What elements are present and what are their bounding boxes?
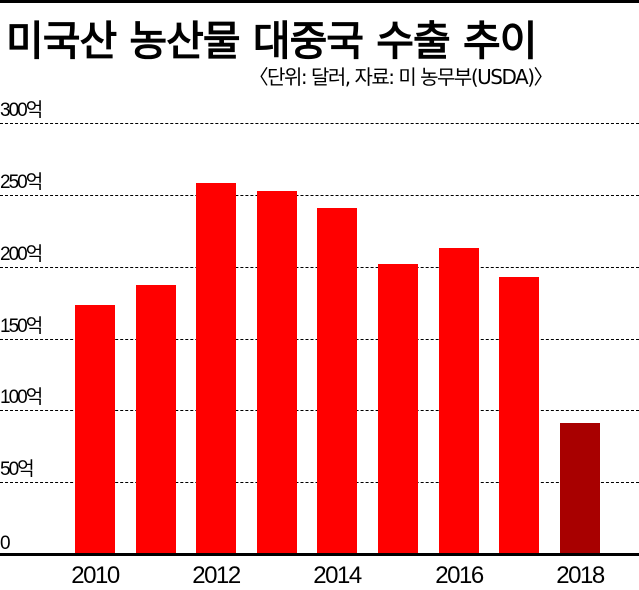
bar-2013	[257, 191, 297, 554]
top-rule	[0, 0, 639, 3]
gridline	[0, 123, 639, 124]
y-tick-label: 100억	[0, 387, 43, 408]
bar-2014	[317, 208, 357, 554]
bar-2016	[439, 248, 479, 554]
x-tick-label: 2012	[192, 562, 241, 589]
bar-2012	[196, 183, 236, 554]
bar-2011	[136, 285, 176, 554]
y-tick-label: 50억	[0, 459, 35, 480]
y-tick-label: 0	[0, 533, 10, 554]
bar-2018	[560, 423, 600, 554]
x-tick-label: 2010	[71, 562, 120, 589]
y-tick-label: 250억	[0, 172, 43, 193]
bar-2017	[499, 277, 539, 554]
bar-2010	[75, 305, 115, 554]
chart-title: 미국산 농산물 대중국 수출 추이	[6, 17, 537, 65]
x-axis-baseline	[0, 553, 639, 556]
x-tick-label: 2016	[435, 562, 484, 589]
gridline	[0, 195, 639, 196]
x-tick-label: 2014	[313, 562, 362, 589]
bar-2015	[378, 264, 418, 554]
y-tick-label: 150억	[0, 316, 43, 337]
y-tick-label: 200억	[0, 244, 43, 265]
x-tick-label: 2018	[556, 562, 605, 589]
chart-subtitle: 〈단위: 달러, 자료: 미 농무부(USDA)〉	[248, 65, 554, 89]
y-tick-label: 300억	[0, 100, 43, 121]
